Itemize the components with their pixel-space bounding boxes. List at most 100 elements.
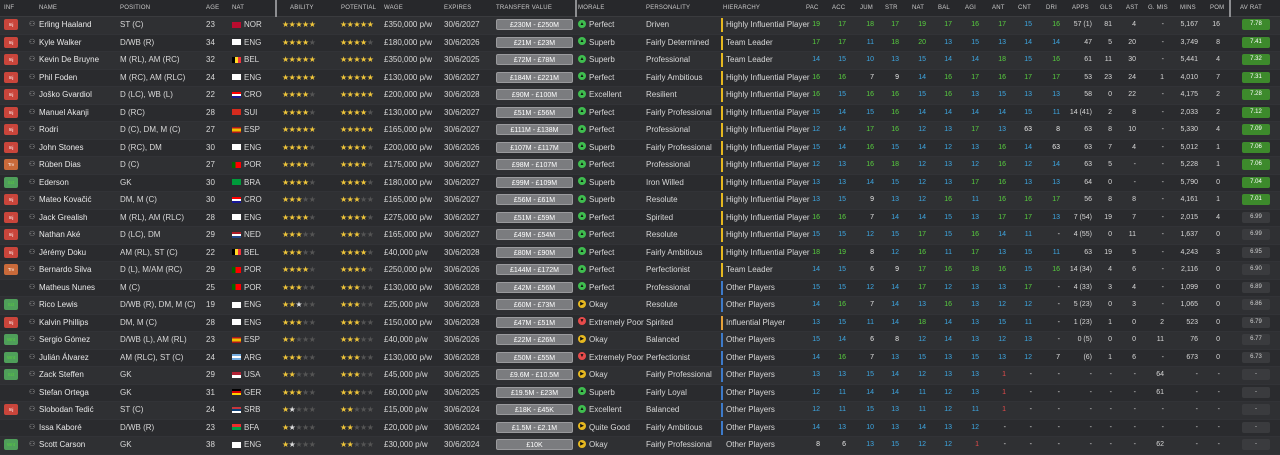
info-badge[interactable]: Trv: [4, 264, 18, 275]
table-row[interactable]: ⚇ Issa Kaboré D/WB (R) 23 BFA ★★★★★ ★★★★★ £20,0…: [0, 419, 1280, 437]
table-row[interactable]: Inj ⚇ Kevin De Bruyne M (RL), AM (RC) 32 BEL ★…: [0, 52, 1280, 70]
column-header[interactable]: JUM: [860, 5, 873, 11]
column-header[interactable]: ACC: [832, 5, 846, 11]
info-badge[interactable]: Inj: [4, 106, 18, 118]
table-row[interactable]: Sct ⚇ Rico Lewis D/WB (R), DM, M (C) 19 ENG ★★…: [0, 297, 1280, 315]
player-name[interactable]: Sergio Gómez: [39, 335, 91, 344]
nationality[interactable]: ENG: [232, 35, 272, 51]
table-row[interactable]: Sct ⚇ Zack Steffen GK 29 USA ★★★★★ ★★★★★ £45,000…: [0, 367, 1280, 385]
player-name[interactable]: John Stones: [39, 142, 84, 152]
column-header[interactable]: PAC: [806, 5, 819, 11]
table-row[interactable]: Inj ⚇ John Stones D (RC), DM 30 ENG ★★★★★ ★★★★★…: [0, 139, 1280, 157]
player-name[interactable]: Mateo Kovačić: [39, 195, 92, 204]
column-header[interactable]: INF: [4, 5, 15, 11]
nationality[interactable]: GER: [232, 385, 272, 401]
info-badge[interactable]: Inj: [4, 316, 18, 328]
table-row[interactable]: ⚇ Stefan Ortega GK 31 GER ★★★★★ ★★★★★ £60,000 p…: [0, 384, 1280, 402]
nationality[interactable]: ENG: [232, 70, 272, 86]
info-badge[interactable]: Trv: [4, 159, 18, 170]
column-header[interactable]: ABILITY: [290, 5, 314, 11]
table-row[interactable]: Sct ⚇ Ederson GK 30 BRA ★★★★★ ★★★★★ £180,000 p/w…: [0, 174, 1280, 192]
player-name[interactable]: Rúben Dias: [39, 160, 81, 169]
player-name[interactable]: Rico Lewis: [39, 300, 78, 309]
column-header[interactable]: MINS: [1180, 5, 1196, 11]
column-header[interactable]: NAME: [39, 5, 58, 11]
info-badge[interactable]: Inj: [4, 404, 18, 415]
player-name[interactable]: Matheus Nunes: [39, 282, 96, 292]
table-row[interactable]: Inj ⚇ Phil Foden M (RC), AM (RLC) 24 ENG ★★★★★…: [0, 69, 1280, 87]
nationality[interactable]: SRB: [232, 402, 272, 418]
column-header[interactable]: HIERARCHY: [723, 5, 761, 11]
nationality[interactable]: BFA: [232, 420, 272, 436]
column-header[interactable]: AST: [1126, 5, 1139, 11]
player-name[interactable]: Bernardo Silva: [39, 265, 92, 274]
table-row[interactable]: Wnt ⚇ Sergio Gómez D/WB (L), AM (RL) 23 ESP ★★…: [0, 332, 1280, 350]
column-header[interactable]: POSITION: [120, 5, 151, 11]
column-header[interactable]: BAL: [938, 5, 950, 11]
table-row[interactable]: Inj ⚇ Erling Haaland ST (C) 23 NOR ★★★★★ ★★★★★ £…: [0, 17, 1280, 35]
info-badge[interactable]: Inj: [4, 19, 18, 30]
column-header[interactable]: TRANSFER VALUE: [496, 5, 553, 11]
player-name[interactable]: Stefan Ortega: [39, 387, 89, 397]
nationality[interactable]: ENG: [232, 140, 272, 156]
player-name[interactable]: Erling Haaland: [39, 20, 92, 29]
info-badge[interactable]: Inj: [4, 89, 18, 100]
table-row[interactable]: ⚇ Matheus Nunes M (C) 25 POR ★★★★★ ★★★★★ £130,0…: [0, 279, 1280, 297]
column-header[interactable]: GLS: [1100, 5, 1113, 11]
table-row[interactable]: Inj ⚇ Rodri D (C), DM, M (C) 27 ESP ★★★★★ ★★★★★…: [0, 122, 1280, 140]
player-name[interactable]: Phil Foden: [39, 72, 78, 82]
info-badge[interactable]: Sct: [4, 176, 18, 188]
nationality[interactable]: ESP: [232, 332, 272, 348]
player-name[interactable]: Kevin De Bruyne: [39, 55, 100, 64]
table-row[interactable]: Trv ⚇ Rúben Dias D (C) 27 POR ★★★★★ ★★★★★ £175,0…: [0, 157, 1280, 175]
table-row[interactable]: Inj ⚇ Kalvin Phillips DM, M (C) 28 ENG ★★★★★ ★★…: [0, 314, 1280, 332]
column-header[interactable]: AGI: [965, 5, 976, 11]
player-name[interactable]: Nathan Aké: [39, 230, 81, 239]
nationality[interactable]: ESP: [232, 122, 272, 138]
info-badge[interactable]: Inj: [4, 54, 18, 65]
player-name[interactable]: Issa Kaboré: [39, 422, 82, 432]
nationality[interactable]: BRA: [232, 175, 272, 191]
nationality[interactable]: POR: [232, 262, 272, 278]
table-row[interactable]: Inj ⚇ Kyle Walker D/WB (R) 34 ENG ★★★★★ ★★★★★ £1…: [0, 34, 1280, 52]
column-header[interactable]: CNT: [1018, 5, 1031, 11]
column-header[interactable]: AGE: [206, 5, 220, 11]
info-badge[interactable]: Inj: [4, 211, 18, 223]
player-name[interactable]: Joško Gvardiol: [39, 90, 92, 99]
nationality[interactable]: CRO: [232, 192, 272, 208]
table-row[interactable]: Inj ⚇ Jack Grealish M (RL), AM (RLC) 28 ENG ★★…: [0, 209, 1280, 227]
info-badge[interactable]: Inj: [4, 141, 18, 153]
info-badge[interactable]: Inj: [4, 36, 18, 48]
player-name[interactable]: Zack Steffen: [39, 370, 84, 379]
column-header[interactable]: NAT: [232, 5, 245, 11]
column-header[interactable]: POTENTIAL: [341, 5, 377, 11]
nationality[interactable]: ARG: [232, 350, 272, 366]
table-row[interactable]: Inj ⚇ Joško Gvardiol D (LC), WB (L) 22 CRO ★★★…: [0, 87, 1280, 105]
column-header[interactable]: G. MIS: [1148, 5, 1168, 11]
player-name[interactable]: Kyle Walker: [39, 37, 82, 47]
nationality[interactable]: SUI: [232, 105, 272, 121]
info-badge[interactable]: Wnt: [4, 439, 18, 450]
nationality[interactable]: ENG: [232, 297, 272, 313]
info-badge[interactable]: Inj: [4, 194, 18, 205]
table-row[interactable]: Inj ⚇ Slobodan Tedić ST (C) 24 SRB ★★★★★ ★★★★★ £…: [0, 402, 1280, 420]
player-name[interactable]: Rodri: [39, 125, 59, 134]
table-row[interactable]: Inj ⚇ Jérémy Doku AM (RL), ST (C) 22 BEL ★★★★★…: [0, 244, 1280, 262]
column-header[interactable]: DRI: [1046, 5, 1057, 11]
column-header[interactable]: ANT: [992, 5, 1005, 11]
nationality[interactable]: ENG: [232, 437, 272, 453]
table-row[interactable]: Wnt ⚇ Julián Álvarez AM (RLC), ST (C) 24 ARG ★…: [0, 349, 1280, 367]
column-header[interactable]: STR: [885, 5, 898, 11]
nationality[interactable]: CRO: [232, 87, 272, 103]
player-name[interactable]: Kalvin Phillips: [39, 317, 89, 327]
column-header[interactable]: WAGE: [384, 5, 403, 11]
column-header[interactable]: APPS: [1072, 5, 1089, 11]
nationality[interactable]: BEL: [232, 52, 272, 68]
nationality[interactable]: ENG: [232, 210, 272, 226]
player-name[interactable]: Manuel Akanji: [39, 107, 89, 117]
player-name[interactable]: Jack Grealish: [39, 212, 88, 222]
player-name[interactable]: Ederson: [39, 177, 69, 187]
table-row[interactable]: Wnt ⚇ Scott Carson GK 38 ENG ★★★★★ ★★★★★ £30,000…: [0, 437, 1280, 455]
player-name[interactable]: Jérémy Doku: [39, 247, 87, 257]
column-header[interactable]: POM: [1210, 5, 1225, 11]
